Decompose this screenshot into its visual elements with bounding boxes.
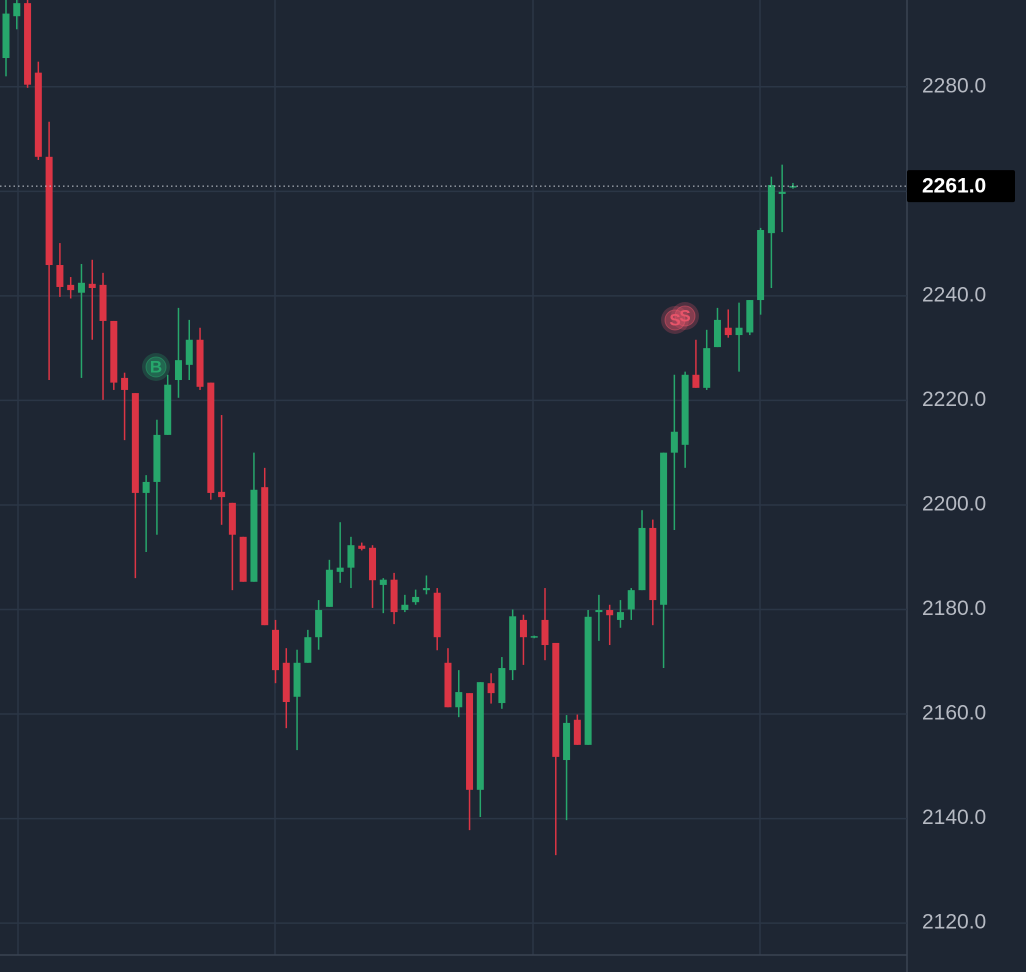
candle-body [627, 590, 635, 610]
candle-body [390, 579, 398, 613]
candle-body [552, 642, 560, 757]
y-tick-label: 2140.0 [922, 806, 986, 829]
candle-body [789, 186, 797, 188]
trade-marker [145, 356, 167, 378]
candle-body [433, 592, 441, 638]
candle-body [196, 339, 204, 387]
last-price-box [907, 170, 1015, 203]
y-tick-label: 2160.0 [922, 702, 986, 725]
candle-body [767, 185, 775, 234]
candle-body [401, 604, 409, 611]
y-tick-label: 2200.0 [922, 492, 986, 515]
candle-body [476, 682, 484, 790]
candle-body [703, 348, 711, 388]
y-tick-label: 2120.0 [922, 911, 986, 934]
candle-body [347, 545, 355, 568]
candle-body [509, 616, 517, 671]
candle-body [660, 452, 668, 605]
trade-marker-label: B [150, 357, 162, 376]
candle-body [99, 284, 107, 321]
candle-body [778, 191, 786, 194]
candle-body [228, 502, 236, 535]
y-tick-label: 2220.0 [922, 388, 986, 411]
y-tick-label: 2280.0 [922, 74, 986, 97]
candle-body [153, 434, 161, 482]
candle-body [131, 393, 139, 493]
candle-body [713, 319, 721, 348]
candle-body [649, 527, 657, 601]
candle-body [519, 619, 527, 638]
candle-body [573, 719, 581, 745]
candle-body [455, 692, 463, 708]
candle-body [45, 156, 53, 266]
candle-body [88, 283, 96, 289]
candle-body [282, 662, 290, 703]
trade-marker-label: S [669, 310, 680, 329]
candle-body [379, 579, 387, 585]
candle-body [110, 320, 118, 383]
candle-body [746, 300, 754, 333]
candle-body [77, 282, 85, 293]
candle-body [315, 610, 323, 638]
candle-body [164, 384, 172, 435]
candle-body [584, 616, 592, 745]
candle-body [606, 610, 614, 616]
candle-body [563, 722, 571, 761]
candle-body [444, 662, 452, 708]
candle-body [34, 72, 42, 157]
candle-body [56, 265, 64, 287]
candle-body [735, 327, 743, 336]
candle-body [261, 487, 269, 626]
candle-body [670, 431, 678, 453]
candle-body [757, 229, 765, 301]
candle-body [272, 629, 279, 671]
candle-body [13, 3, 21, 17]
candle-body [692, 374, 700, 388]
candle-body [358, 545, 366, 549]
trade-marker-label: S [679, 306, 690, 325]
candle-body [541, 619, 549, 646]
candle-body [250, 489, 258, 582]
candle-body [174, 360, 182, 381]
candle-body [121, 377, 129, 390]
candle-body [638, 527, 646, 591]
candle-body [595, 610, 603, 613]
y-tick-label: 2180.0 [922, 597, 986, 620]
candle-body [304, 637, 312, 663]
candle-body [422, 588, 430, 591]
candle-body [325, 569, 333, 607]
candle-body [218, 491, 226, 498]
candle-body [616, 612, 624, 620]
candle-body [412, 596, 420, 603]
candle-body [24, 3, 32, 85]
candle-body [487, 683, 495, 694]
candle-body [336, 567, 344, 572]
candle-body [239, 536, 247, 582]
trade-marker [674, 305, 696, 327]
candle-body [185, 339, 193, 365]
candle-body [466, 693, 474, 790]
candle-body [369, 547, 377, 581]
vertical-grid [17, 0, 761, 955]
candle-body [498, 668, 506, 704]
y-tick-label: 2240.0 [922, 283, 986, 306]
candle-body [681, 374, 689, 445]
candle-body [530, 636, 538, 638]
candle-body [142, 481, 150, 493]
last-price-label: 2261.0 [922, 175, 986, 198]
candle-body [207, 382, 215, 493]
candle-body [724, 327, 732, 336]
candle-body [67, 284, 75, 291]
candle-body [2, 13, 10, 59]
candle-body [293, 662, 301, 697]
